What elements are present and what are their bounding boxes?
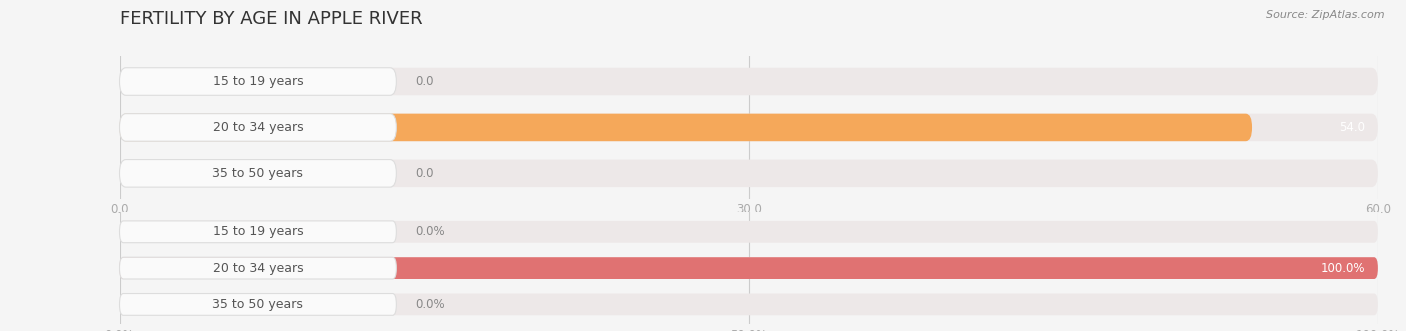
FancyBboxPatch shape xyxy=(120,257,396,279)
FancyBboxPatch shape xyxy=(120,68,396,95)
FancyBboxPatch shape xyxy=(120,294,396,315)
Text: 0.0: 0.0 xyxy=(415,75,433,88)
Text: 0.0%: 0.0% xyxy=(415,225,444,238)
Text: 54.0: 54.0 xyxy=(1340,121,1365,134)
FancyBboxPatch shape xyxy=(120,221,396,243)
Text: 20 to 34 years: 20 to 34 years xyxy=(212,261,304,275)
Text: 15 to 19 years: 15 to 19 years xyxy=(212,225,304,238)
Text: 0.0%: 0.0% xyxy=(415,298,444,311)
FancyBboxPatch shape xyxy=(120,68,1378,95)
FancyBboxPatch shape xyxy=(120,114,1251,141)
FancyBboxPatch shape xyxy=(120,160,1378,187)
FancyBboxPatch shape xyxy=(120,294,1378,315)
Text: 20 to 34 years: 20 to 34 years xyxy=(212,121,304,134)
Text: 15 to 19 years: 15 to 19 years xyxy=(212,75,304,88)
Text: 35 to 50 years: 35 to 50 years xyxy=(212,298,304,311)
FancyBboxPatch shape xyxy=(120,257,1378,279)
FancyBboxPatch shape xyxy=(120,257,1378,279)
FancyBboxPatch shape xyxy=(120,160,396,187)
Text: 0.0: 0.0 xyxy=(415,167,433,180)
FancyBboxPatch shape xyxy=(120,114,1378,141)
FancyBboxPatch shape xyxy=(120,114,396,141)
Text: 35 to 50 years: 35 to 50 years xyxy=(212,167,304,180)
Text: FERTILITY BY AGE IN APPLE RIVER: FERTILITY BY AGE IN APPLE RIVER xyxy=(120,10,422,28)
Text: 100.0%: 100.0% xyxy=(1320,261,1365,275)
Text: Source: ZipAtlas.com: Source: ZipAtlas.com xyxy=(1267,10,1385,20)
FancyBboxPatch shape xyxy=(120,221,1378,243)
